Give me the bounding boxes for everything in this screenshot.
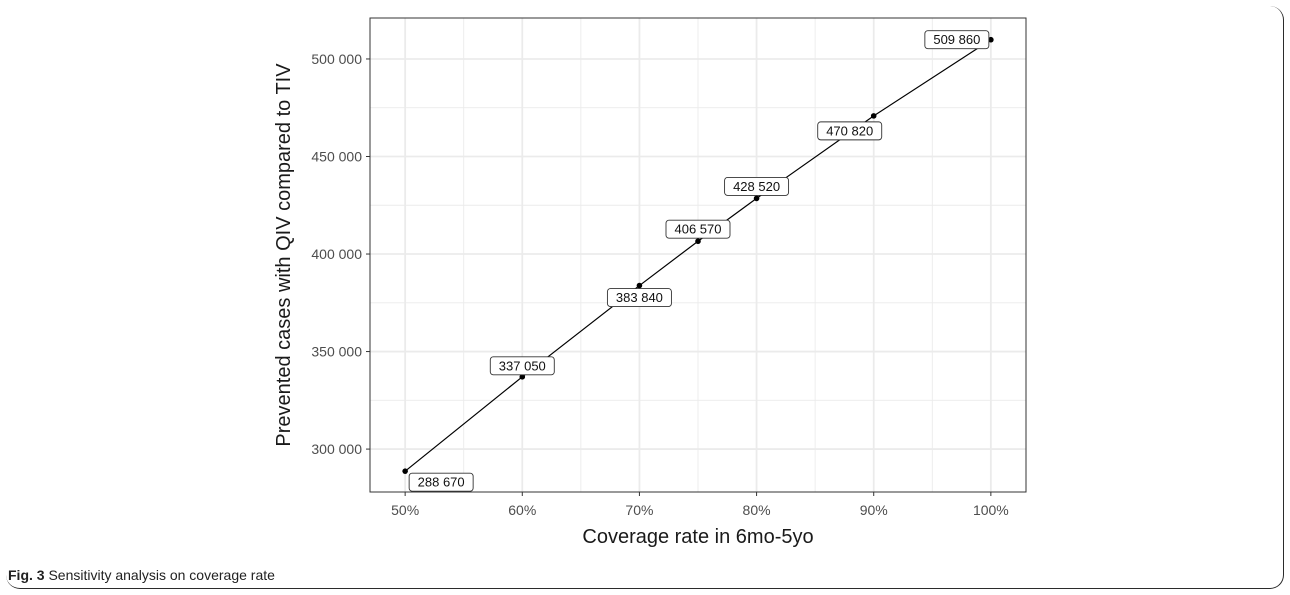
x-tick-label: 70% — [625, 502, 653, 518]
data-label-box — [817, 121, 883, 141]
data-label-box — [606, 288, 672, 307]
y-tick-label: 450 000 — [311, 148, 362, 164]
x-tick-label: 60% — [508, 502, 536, 518]
data-label: 288 670 — [418, 475, 465, 490]
data-points — [402, 36, 994, 474]
panel-border — [369, 17, 1027, 493]
data-point — [988, 36, 994, 43]
data-label: 406 570 — [675, 222, 722, 237]
figure-caption: Fig. 3 Sensitivity analysis on coverage … — [8, 567, 275, 583]
x-axis-title: Coverage rate in 6mo-5yo — [582, 526, 813, 548]
data-point — [695, 238, 701, 245]
data-label: 383 840 — [616, 290, 663, 305]
y-tick-label: 400 000 — [311, 246, 362, 262]
data-point — [402, 468, 408, 474]
data-label-box — [408, 472, 474, 492]
x-tick-label: 80% — [743, 502, 771, 518]
figure-frame — [6, 6, 1284, 589]
data-point — [753, 195, 760, 202]
x-tick-label: 100% — [973, 502, 1009, 518]
data-label: 509 860 — [933, 32, 980, 47]
data-labels: 288 670 337 050 383 840 406 570 428 520 470 8… — [408, 30, 990, 492]
x-axis-ticks: 50% 60% 70% 80% 90% 100% — [391, 492, 1009, 518]
x-tick-label: 50% — [391, 502, 419, 518]
data-label-box — [665, 219, 731, 239]
data-label: 428 520 — [733, 179, 780, 194]
coverage-sensitivity-chart: 288 670 337 050 383 840 406 570 428 520 470 8… — [273, 17, 1027, 548]
caption-text: Sensitivity analysis on coverage rate — [48, 567, 275, 583]
grid-minor — [370, 18, 1026, 492]
data-point — [519, 374, 526, 380]
y-tick-label: 500 000 — [311, 51, 362, 67]
x-tick-label: 90% — [860, 502, 888, 518]
grid-major — [370, 18, 1026, 492]
data-label-box — [724, 176, 790, 196]
y-tick-label: 300 000 — [311, 441, 362, 457]
data-point — [870, 113, 877, 119]
data-label-box — [924, 30, 990, 50]
caption-label: Fig. 3 — [8, 567, 45, 583]
y-axis-title: Prevented cases with QIV compared to TIV — [273, 63, 295, 447]
data-label-box — [489, 356, 555, 376]
data-label: 337 050 — [499, 358, 546, 373]
y-tick-label: 350 000 — [311, 344, 362, 360]
data-label: 470 820 — [826, 123, 873, 138]
data-point — [636, 282, 643, 289]
y-axis-ticks: 300 000 350 000 400 000 450 000 500 000 — [311, 51, 370, 457]
